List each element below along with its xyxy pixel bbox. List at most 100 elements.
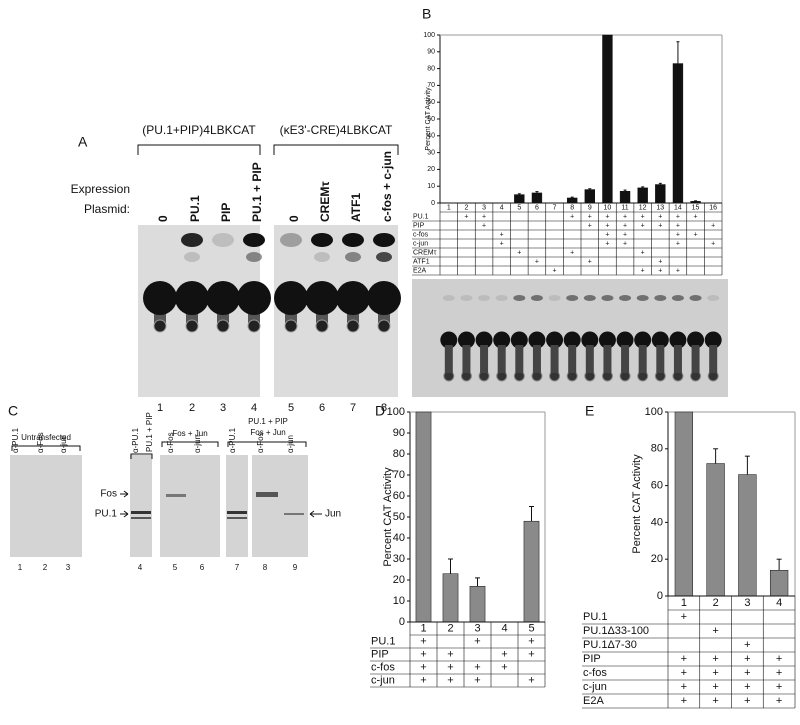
panel-label: A bbox=[78, 134, 88, 150]
spot bbox=[237, 281, 271, 315]
spot bbox=[143, 281, 177, 315]
plus: + bbox=[676, 231, 680, 238]
spot bbox=[636, 295, 649, 301]
plus: + bbox=[605, 231, 609, 238]
lane-number: 8 bbox=[381, 402, 387, 414]
bracket bbox=[161, 441, 219, 447]
bar bbox=[442, 573, 459, 623]
plus: + bbox=[676, 222, 680, 229]
smear bbox=[515, 345, 524, 373]
y-tick-label: 40 bbox=[651, 516, 663, 528]
spot bbox=[707, 295, 720, 301]
row-label: PU.1 bbox=[583, 611, 607, 623]
y-tick-label: 80 bbox=[427, 65, 435, 72]
spot bbox=[513, 295, 526, 301]
plus: + bbox=[535, 258, 539, 265]
spot bbox=[212, 233, 234, 247]
band bbox=[227, 511, 247, 514]
lane-number: 7 bbox=[235, 563, 240, 572]
spot bbox=[530, 295, 543, 301]
y-tick-label: 50 bbox=[393, 511, 405, 523]
plus: + bbox=[623, 240, 627, 247]
spot bbox=[566, 295, 579, 301]
spot bbox=[528, 331, 546, 349]
plus: + bbox=[501, 648, 507, 660]
lane-label: CREMτ bbox=[318, 181, 332, 222]
plus: + bbox=[712, 695, 718, 707]
spot bbox=[475, 331, 493, 349]
spot bbox=[704, 331, 722, 349]
plus: + bbox=[744, 695, 750, 707]
lane-number: 1 bbox=[447, 204, 451, 211]
y-tick-label: 50 bbox=[427, 116, 435, 123]
panel-label: E bbox=[585, 403, 594, 419]
blot-c3 bbox=[160, 455, 220, 557]
row-label: Plasmid: bbox=[84, 202, 130, 216]
spot bbox=[634, 331, 652, 349]
y-tick-label: 10 bbox=[393, 595, 405, 607]
lane-number: 9 bbox=[293, 563, 298, 572]
smear bbox=[550, 345, 559, 373]
marker-label: PU.1 bbox=[95, 509, 118, 520]
bar bbox=[514, 194, 525, 204]
smear bbox=[585, 345, 594, 373]
bar bbox=[706, 463, 725, 597]
y-tick-label: 100 bbox=[387, 406, 405, 418]
y-tick-label: 100 bbox=[423, 32, 435, 39]
lane-number: 1 bbox=[681, 597, 687, 609]
bar bbox=[655, 184, 666, 204]
spot bbox=[651, 331, 669, 349]
spot bbox=[314, 252, 330, 262]
lane-label: c-fos + c-jun bbox=[380, 151, 394, 222]
spot bbox=[671, 295, 684, 301]
row-label: E2A bbox=[413, 267, 427, 274]
smear bbox=[673, 345, 682, 373]
bar bbox=[531, 192, 543, 204]
smear bbox=[444, 345, 453, 373]
plus: + bbox=[744, 639, 750, 651]
plus: + bbox=[420, 648, 426, 660]
lane-number: 7 bbox=[350, 402, 356, 414]
spot bbox=[184, 252, 200, 262]
smear bbox=[462, 345, 471, 373]
smear bbox=[603, 345, 612, 373]
marker-label: Fos bbox=[100, 489, 117, 500]
lane-number: 11 bbox=[621, 204, 628, 211]
smear bbox=[638, 345, 647, 373]
bracket bbox=[130, 453, 153, 459]
row-label: c-fos bbox=[583, 667, 607, 679]
lane-number: 6 bbox=[535, 204, 539, 211]
antibody: α-PU.1 bbox=[131, 427, 140, 453]
lane-number: 2 bbox=[713, 597, 719, 609]
bar bbox=[674, 411, 694, 597]
y-tick-label: 0 bbox=[431, 200, 435, 207]
y-tick-label: 90 bbox=[427, 49, 435, 56]
plus: + bbox=[744, 653, 750, 665]
origin bbox=[346, 319, 360, 333]
lane-number: 8 bbox=[263, 563, 268, 572]
spot bbox=[373, 233, 395, 247]
lane-number: 16 bbox=[709, 204, 717, 211]
row-label: c-jun bbox=[583, 681, 607, 693]
band bbox=[131, 517, 151, 519]
spot bbox=[367, 281, 401, 315]
lane-number: 9 bbox=[588, 204, 592, 211]
plus: + bbox=[681, 667, 687, 679]
plus: + bbox=[641, 249, 645, 256]
spot bbox=[440, 331, 458, 349]
y-tick-label: 20 bbox=[427, 166, 435, 173]
origin bbox=[377, 319, 391, 333]
lane-number: 15 bbox=[692, 204, 700, 211]
spot bbox=[687, 331, 705, 349]
plus: + bbox=[641, 213, 645, 220]
band bbox=[227, 517, 247, 519]
antibody: α-Fos bbox=[166, 432, 175, 453]
lane-number: 2 bbox=[447, 622, 453, 634]
group-title: Untransfected bbox=[21, 433, 71, 442]
plus: + bbox=[641, 267, 645, 274]
spot bbox=[305, 281, 339, 315]
spot bbox=[563, 331, 581, 349]
smear bbox=[480, 345, 489, 373]
spot bbox=[206, 281, 240, 315]
y-tick-label: 20 bbox=[393, 574, 405, 586]
